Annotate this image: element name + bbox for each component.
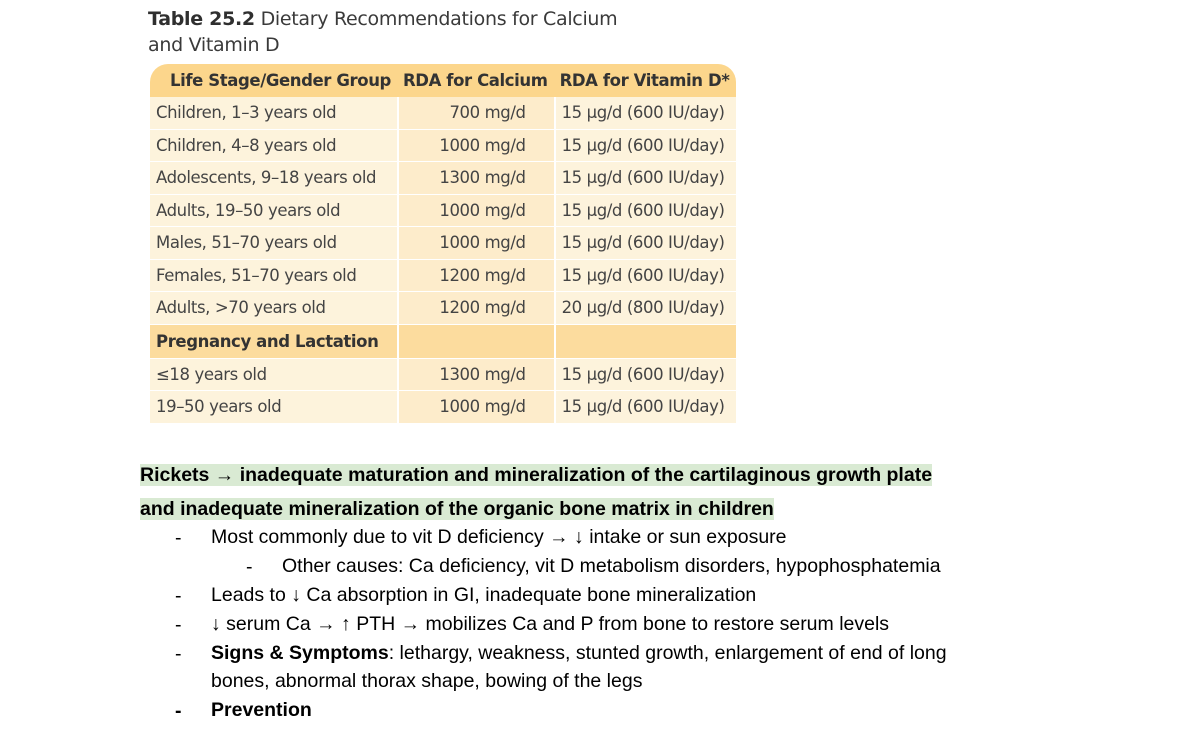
group-cell: ≤18 years old [150, 358, 397, 391]
note-cause: Most commonly due to vit D deficiency → … [211, 526, 787, 548]
table-row: Adults, >70 years old 1200 mg/d 20 µg/d (8… [150, 292, 736, 325]
vitamin-d-cell: 15 µg/d (600 IU/day) [553, 358, 736, 391]
bullet-dash: - [246, 556, 253, 578]
table-row: Adolescents, 9–18 years old 1300 mg/d 15 µ… [150, 162, 736, 195]
table-row: Adults, 19–50 years old 1000 mg/d 15 µg/d … [150, 194, 736, 227]
vitamin-d-cell: 15 µg/d (600 IU/day) [553, 162, 736, 195]
section-empty-cell [396, 324, 554, 359]
table-number: Table 25.2 [148, 8, 255, 30]
col-header-vitamin-d: RDA for Vitamin D* [553, 64, 736, 97]
table-row: Males, 51–70 years old 1000 mg/d 15 µg/d (… [150, 227, 736, 260]
group-cell: Adolescents, 9–18 years old [150, 162, 397, 195]
bullet-dash: - [175, 643, 182, 665]
vitamin-d-cell: 15 µg/d (600 IU/day) [553, 97, 736, 130]
table-row: 19–50 years old 1000 mg/d 15 µg/d (600 IU/… [150, 391, 736, 424]
group-cell: Children, 1–3 years old [150, 97, 397, 130]
note-symptoms-cont: bones, abnormal thorax shape, bowing of … [211, 670, 643, 692]
table-title-line1: Dietary Recommendations for Calcium [260, 8, 618, 30]
table-row: Children, 4–8 years old 1000 mg/d 15 µg/d … [150, 129, 736, 162]
heading-line1: Rickets → inadequate maturation and mine… [140, 464, 933, 486]
bullet-dash: - [175, 700, 182, 722]
col-header-calcium: RDA for Calcium [396, 64, 554, 97]
calcium-cell: 1300 mg/d [396, 162, 554, 195]
col-header-group: Life Stage/Gender Group [150, 64, 397, 97]
table-title: Table 25.2 Dietary Recommendations for C… [148, 6, 628, 58]
vitamin-d-cell: 15 µg/d (600 IU/day) [553, 391, 736, 424]
calcium-cell: 1000 mg/d [396, 391, 554, 424]
group-cell: Adults, >70 years old [150, 292, 397, 325]
rickets-heading: Rickets → inadequate maturation and mine… [140, 458, 1040, 526]
vitamin-d-cell: 15 µg/d (600 IU/day) [553, 194, 736, 227]
group-cell: Females, 51–70 years old [150, 259, 397, 292]
calcium-cell: 1300 mg/d [396, 358, 554, 391]
group-cell: Children, 4–8 years old [150, 129, 397, 162]
rda-table: Life Stage/Gender Group RDA for Calcium … [150, 64, 736, 424]
symptoms-text: : lethargy, weakness, stunted growth, en… [388, 642, 947, 664]
note-pth: ↓ serum Ca → ↑ PTH → mobilizes Ca and P … [211, 613, 890, 635]
group-cell: 19–50 years old [150, 391, 397, 424]
note-symptoms: Signs & Symptoms: lethargy, weakness, st… [211, 639, 947, 667]
note-absorption: Leads to ↓ Ca absorption in GI, inadequa… [211, 584, 757, 606]
group-cell: Males, 51–70 years old [150, 227, 397, 260]
calcium-cell: 1200 mg/d [396, 259, 554, 292]
table-title-line2: and Vitamin D [148, 34, 280, 56]
section-empty-cell [553, 324, 736, 359]
calcium-cell: 700 mg/d [396, 97, 554, 130]
calcium-cell: 1000 mg/d [396, 194, 554, 227]
heading-line2: and inadequate mineralization of the org… [140, 498, 774, 520]
symptoms-label: Signs & Symptoms [211, 642, 389, 664]
note-other-causes: Other causes: Ca deficiency, vit D metab… [282, 555, 941, 577]
bullet-dash: - [175, 527, 182, 549]
bullet-dash: - [175, 614, 182, 636]
vitamin-d-cell: 15 µg/d (600 IU/day) [553, 227, 736, 260]
group-cell: Adults, 19–50 years old [150, 194, 397, 227]
bullet-dash: - [175, 585, 182, 607]
table-row: Children, 1–3 years old 700 mg/d 15 µg/d (… [150, 97, 736, 130]
vitamin-d-cell: 15 µg/d (600 IU/day) [553, 259, 736, 292]
calcium-cell: 1200 mg/d [396, 292, 554, 325]
section-row: Pregnancy and Lactation [150, 324, 736, 359]
note-prevention: Prevention [211, 699, 312, 721]
calcium-cell: 1000 mg/d [396, 129, 554, 162]
vitamin-d-cell: 20 µg/d (800 IU/day) [553, 292, 736, 325]
calcium-cell: 1000 mg/d [396, 227, 554, 260]
table-row: ≤18 years old 1300 mg/d 15 µg/d (600 IU/da… [150, 358, 736, 391]
table-header-row: Life Stage/Gender Group RDA for Calcium … [150, 64, 736, 97]
section-label: Pregnancy and Lactation [150, 324, 397, 359]
table-row: Females, 51–70 years old 1200 mg/d 15 µg/d… [150, 259, 736, 292]
vitamin-d-cell: 15 µg/d (600 IU/day) [553, 129, 736, 162]
